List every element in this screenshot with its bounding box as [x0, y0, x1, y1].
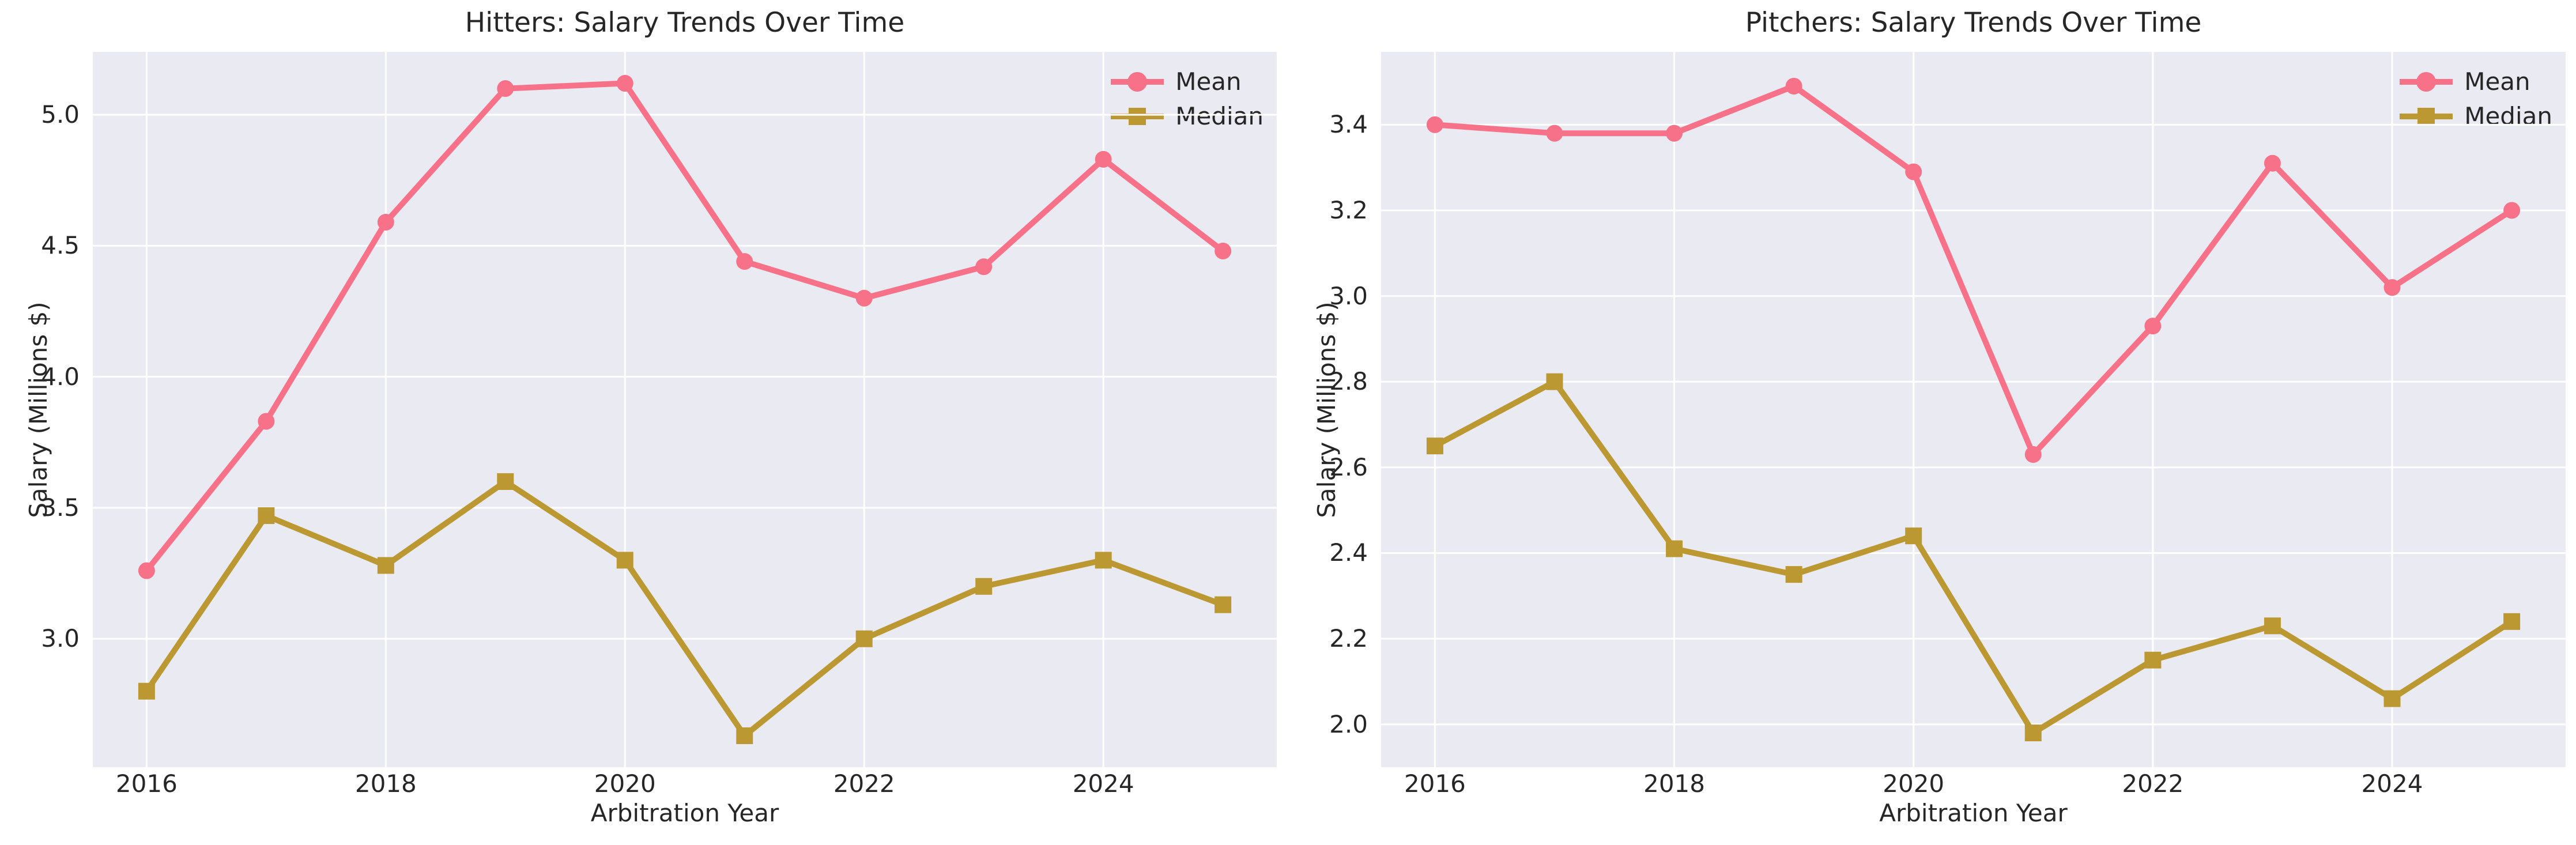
mean-marker	[2024, 446, 2042, 463]
y-tick-label: 3.0	[41, 624, 80, 653]
y-tick-label: 4.5	[41, 231, 80, 260]
x-tick-label: 2024	[2361, 769, 2423, 798]
hitters-x-axis-label: Arbitration Year	[590, 799, 779, 827]
mean-marker	[1215, 242, 1232, 259]
mean-marker	[2144, 318, 2162, 335]
mean-line	[1435, 83, 2514, 458]
median-marker	[1215, 596, 1232, 613]
legend-label-mean: Mean	[2464, 67, 2530, 96]
mean-marker	[616, 75, 633, 92]
mean-marker	[377, 213, 394, 231]
median-line-sample-icon	[1111, 101, 1164, 131]
mean-marker	[1095, 150, 1112, 168]
x-tick-label: 2018	[1643, 769, 1705, 798]
pitchers-legend: Mean Median	[2400, 67, 2552, 131]
median-marker	[1426, 437, 1443, 455]
y-tick-label: 3.0	[1329, 281, 1368, 310]
plot-canvas	[93, 52, 1277, 767]
median-marker	[138, 682, 155, 700]
mean-marker	[2264, 154, 2281, 172]
legend-label-mean: Mean	[1175, 67, 1242, 96]
median-marker	[258, 507, 275, 525]
y-tick-label: 3.5	[41, 493, 80, 522]
median-marker	[2144, 651, 2162, 669]
mean-marker	[1546, 125, 1563, 142]
median-marker	[975, 578, 993, 595]
median-marker	[1905, 527, 1922, 545]
legend-label-median: Median	[2464, 102, 2552, 130]
x-tick-label: 2016	[115, 769, 178, 798]
pitchers-x-axis-label: Arbitration Year	[1879, 799, 2068, 827]
y-tick-label: 2.0	[1329, 710, 1368, 738]
mean-line-sample-icon	[1111, 67, 1164, 97]
mean-marker	[975, 258, 993, 276]
y-tick-label: 3.4	[1329, 110, 1368, 139]
mean-marker	[2383, 279, 2401, 296]
median-marker	[497, 473, 514, 491]
mean-marker	[1785, 77, 1802, 95]
median-marker	[1546, 373, 1563, 390]
mean-marker	[736, 253, 753, 270]
x-tick-label: 2016	[1404, 769, 1466, 798]
hitters-plot-area: Mean Median	[93, 52, 1277, 767]
median-line	[144, 478, 1224, 739]
median-marker	[2383, 690, 2401, 707]
mean-marker	[2503, 202, 2521, 219]
legend-item-median: Median	[2400, 101, 2552, 131]
mean-marker	[1426, 116, 1443, 133]
mean-marker	[1666, 125, 1683, 142]
legend-item-median: Median	[1111, 101, 1264, 131]
x-tick-label: 2022	[2122, 769, 2184, 798]
y-tick-label: 2.4	[1329, 538, 1368, 567]
y-tick-label: 2.6	[1329, 452, 1368, 481]
y-tick-label: 2.2	[1329, 624, 1368, 653]
median-marker	[616, 552, 633, 569]
median-marker	[736, 727, 753, 744]
y-tick-label: 3.2	[1329, 195, 1368, 224]
hitters-chart-title: Hitters: Salary Trends Over Time	[465, 7, 905, 39]
median-line	[1434, 379, 2514, 736]
x-tick-label: 2018	[354, 769, 417, 798]
legend-item-mean: Mean	[2400, 67, 2552, 97]
mean-marker	[855, 289, 873, 307]
pitchers-chart-title: Pitchers: Salary Trends Over Time	[1745, 7, 2202, 39]
pitchers-y-axis-label: Salary (Millions $)	[1312, 301, 1341, 518]
hitters-legend: Mean Median	[1111, 67, 1264, 131]
median-marker	[377, 557, 394, 574]
y-tick-label: 2.8	[1329, 367, 1368, 396]
median-marker	[1666, 540, 1683, 557]
mean-line-sample-icon	[2400, 67, 2453, 97]
median-marker	[1785, 566, 1802, 583]
median-marker	[2264, 617, 2281, 635]
median-marker	[2024, 725, 2042, 742]
mean-line	[144, 80, 1225, 573]
legend-label-median: Median	[1175, 102, 1264, 130]
mean-marker	[138, 562, 155, 579]
x-tick-label: 2024	[1072, 769, 1134, 798]
x-tick-label: 2020	[1883, 769, 1945, 798]
median-marker	[1095, 552, 1112, 569]
mean-marker	[258, 413, 275, 430]
mean-marker	[1905, 163, 1922, 180]
y-tick-label: 4.0	[41, 362, 80, 391]
x-tick-label: 2022	[833, 769, 895, 798]
legend-item-mean: Mean	[1111, 67, 1264, 97]
median-marker	[855, 630, 873, 647]
plot-canvas	[1381, 52, 2566, 767]
mean-marker	[497, 80, 514, 97]
x-tick-label: 2020	[594, 769, 656, 798]
median-line-sample-icon	[2400, 101, 2453, 131]
median-marker	[2503, 613, 2521, 630]
hitters-y-axis-label: Salary (Millions $)	[24, 301, 52, 518]
pitchers-plot-area: Mean Median	[1381, 52, 2566, 767]
y-tick-label: 5.0	[41, 100, 80, 129]
